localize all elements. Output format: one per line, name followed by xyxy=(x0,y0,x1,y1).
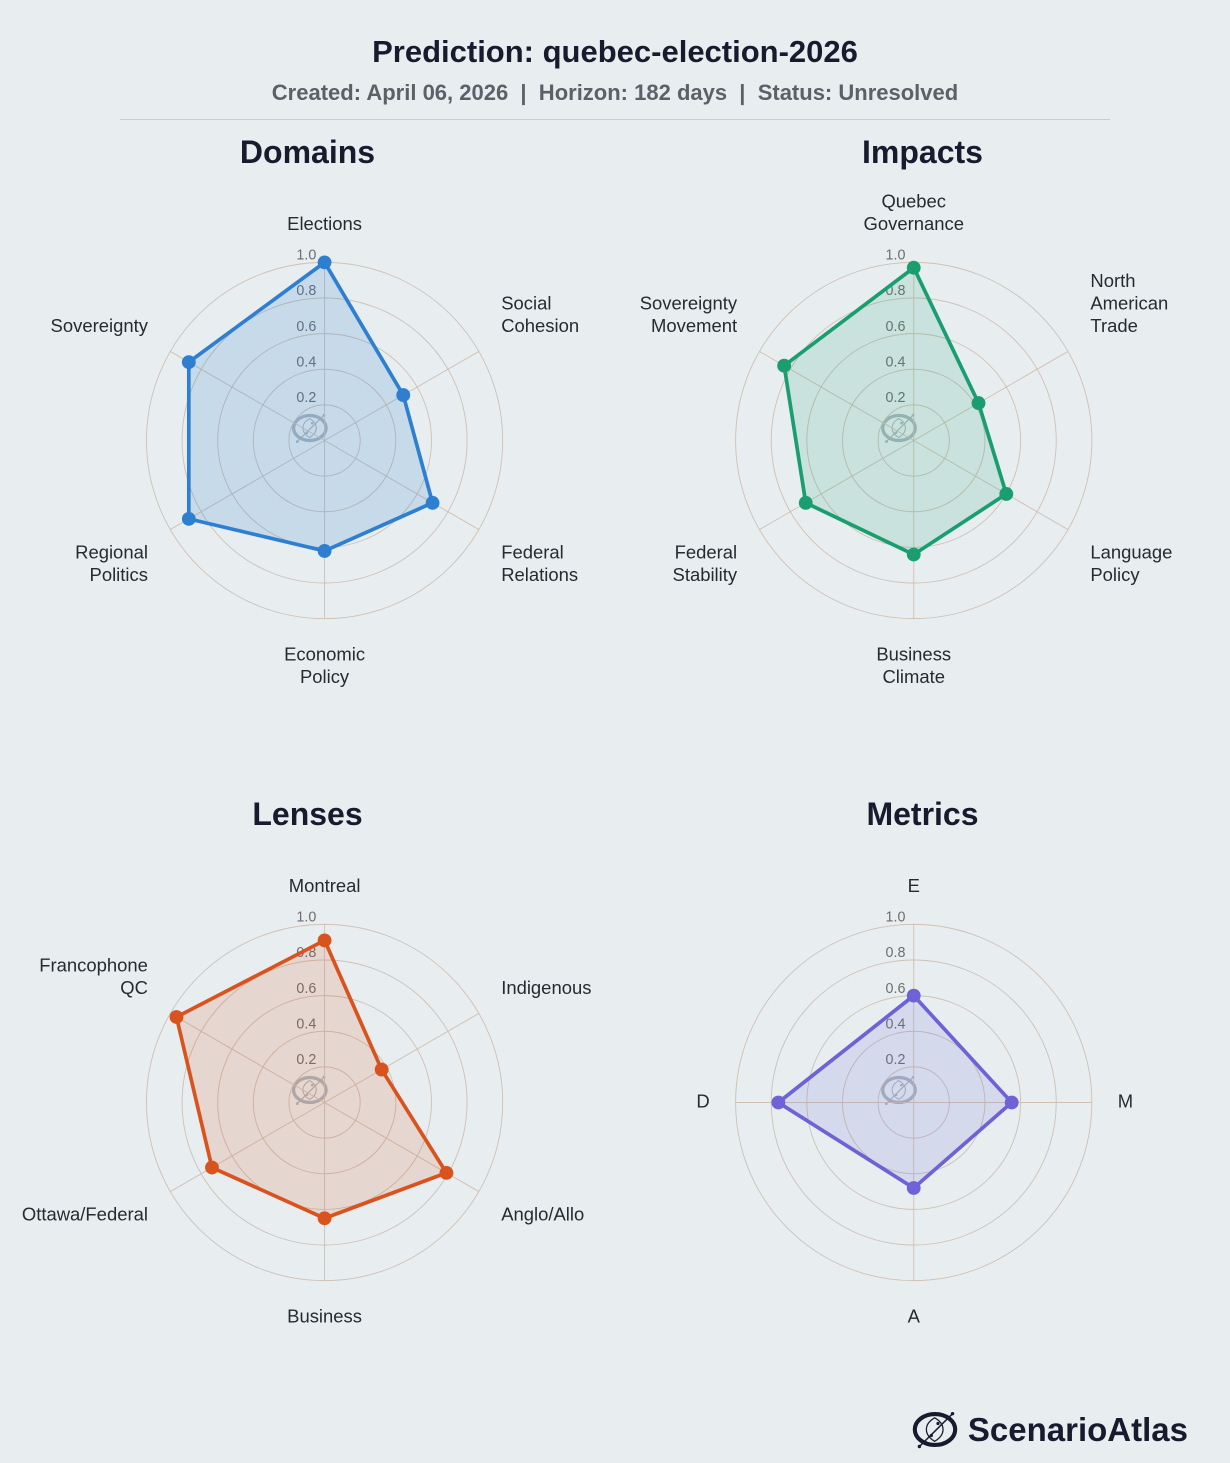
svg-text:1.0: 1.0 xyxy=(886,910,906,926)
svg-text:Policy: Policy xyxy=(1090,564,1140,585)
svg-text:Federal: Federal xyxy=(501,542,564,563)
svg-text:American: American xyxy=(1090,293,1168,314)
svg-text:Business: Business xyxy=(876,644,951,665)
svg-text:E: E xyxy=(908,875,920,896)
svg-text:Policy: Policy xyxy=(300,666,350,687)
svg-text:Federal: Federal xyxy=(675,542,738,563)
svg-text:Quebec: Quebec xyxy=(881,191,946,212)
svg-text:A: A xyxy=(908,1306,921,1327)
svg-text:Cohesion: Cohesion xyxy=(501,315,579,336)
svg-text:Regional: Regional xyxy=(75,542,148,563)
svg-text:1.0: 1.0 xyxy=(886,248,906,264)
svg-text:Language: Language xyxy=(1090,542,1172,563)
svg-text:M: M xyxy=(1118,1090,1133,1111)
svg-text:Stability: Stability xyxy=(673,564,738,585)
svg-text:North: North xyxy=(1090,270,1135,291)
svg-text:1.0: 1.0 xyxy=(296,248,316,264)
svg-text:Social: Social xyxy=(501,293,551,314)
svg-text:0.6: 0.6 xyxy=(886,981,906,997)
svg-text:Politics: Politics xyxy=(90,564,148,585)
svg-text:Movement: Movement xyxy=(651,315,737,336)
svg-text:Indigenous: Indigenous xyxy=(501,977,591,998)
svg-text:1.0: 1.0 xyxy=(296,910,316,926)
svg-text:Trade: Trade xyxy=(1090,315,1137,336)
svg-text:Elections: Elections xyxy=(287,213,362,234)
svg-text:QC: QC xyxy=(120,977,148,998)
svg-text:Governance: Governance xyxy=(864,213,964,234)
svg-text:Sovereignty: Sovereignty xyxy=(51,315,149,336)
svg-text:Ottawa/Federal: Ottawa/Federal xyxy=(22,1204,148,1225)
svg-text:0.8: 0.8 xyxy=(886,945,906,961)
svg-text:Francophone: Francophone xyxy=(39,955,148,976)
svg-text:Relations: Relations xyxy=(501,564,578,585)
svg-text:Montreal: Montreal xyxy=(289,875,361,896)
svg-text:Climate: Climate xyxy=(882,666,945,687)
svg-text:Sovereignty: Sovereignty xyxy=(640,293,738,314)
svg-text:Anglo/Allo: Anglo/Allo xyxy=(501,1204,584,1225)
svg-text:Economic: Economic xyxy=(284,644,365,665)
svg-text:D: D xyxy=(696,1090,709,1111)
svg-text:Business: Business xyxy=(287,1306,362,1327)
